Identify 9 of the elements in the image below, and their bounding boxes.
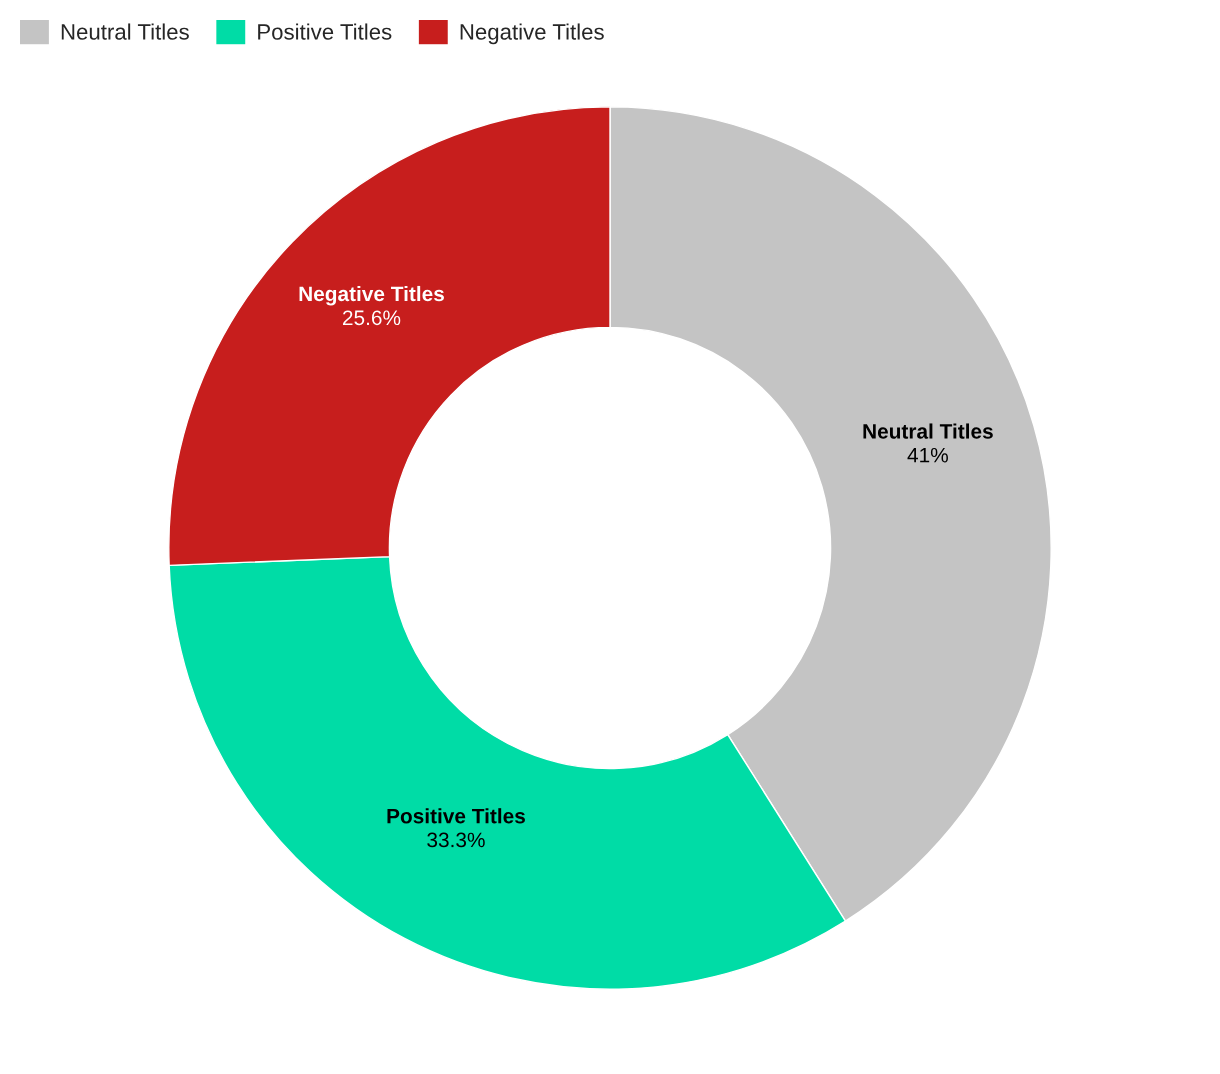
data-label: 25.6% bbox=[342, 310, 401, 326]
slice-label: Positive Titles bbox=[387, 808, 525, 824]
legend-label: Neutral Titles bbox=[61, 23, 189, 40]
legend-label: Positive Titles bbox=[258, 23, 392, 40]
data-label: 33.3% bbox=[427, 832, 485, 848]
data-label: 41% bbox=[907, 447, 948, 463]
legend-label: Negative Titles bbox=[460, 23, 604, 45]
slice-label: Negative Titles bbox=[299, 285, 444, 306]
slice-label: Neutral Titles bbox=[863, 423, 993, 439]
